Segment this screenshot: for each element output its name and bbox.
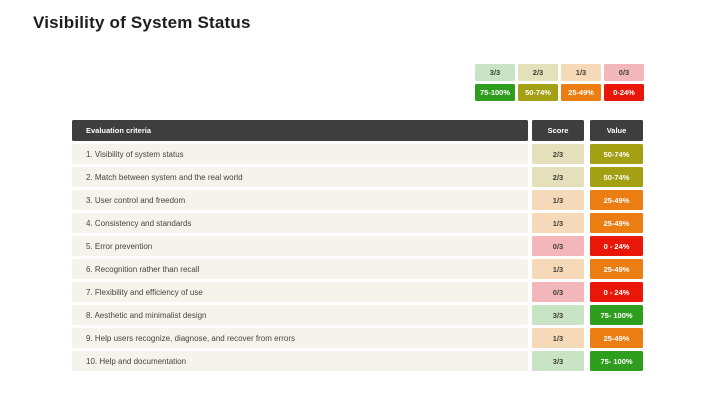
score-cell: 1/3 [532,213,584,233]
table-row: 6. Recognition rather than recall 1/3 25… [72,259,643,279]
legend: 3/3 2/3 1/3 0/3 75-100% 50-74% 25-49% 0-24% [475,64,644,101]
score-cell: 3/3 [532,351,584,371]
value-cell: 0 - 24% [590,236,643,256]
value-cell: 25-49% [590,190,643,210]
criteria-cell: 3. User control and freedom [72,190,528,210]
criteria-cell: 5. Error prevention [72,236,528,256]
score-cell: 3/3 [532,305,584,325]
legend-range-cell: 0-24% [604,84,644,101]
value-cell: 50-74% [590,144,643,164]
criteria-column-header: Evaluation criteria [72,120,528,141]
criteria-cell: 7. Flexibility and efficiency of use [72,282,528,302]
value-cell: 75- 100% [590,305,643,325]
table-row: 3. User control and freedom 1/3 25-49% [72,190,643,210]
value-column-header: Value [590,120,643,141]
value-cell: 0 - 24% [590,282,643,302]
criteria-cell: 2. Match between system and the real wor… [72,167,528,187]
legend-range-row: 75-100% 50-74% 25-49% 0-24% [475,84,644,101]
score-cell: 1/3 [532,259,584,279]
score-column-header: Score [532,120,584,141]
table-row: 9. Help users recognize, diagnose, and r… [72,328,643,348]
legend-score-cell: 1/3 [561,64,601,81]
criteria-cell: 8. Aesthetic and minimalist design [72,305,528,325]
table-row: 10. Help and documentation 3/3 75- 100% [72,351,643,371]
criteria-cell: 1. Visibility of system status [72,144,528,164]
evaluation-table: Evaluation criteria Score Value 1. Visib… [72,120,643,371]
table-row: 1. Visibility of system status 2/3 50-74… [72,144,643,164]
legend-score-cell: 3/3 [475,64,515,81]
legend-range-cell: 25-49% [561,84,601,101]
score-cell: 1/3 [532,190,584,210]
table-header-row: Evaluation criteria Score Value [72,120,643,141]
value-cell: 25-49% [590,213,643,233]
criteria-cell: 9. Help users recognize, diagnose, and r… [72,328,528,348]
value-cell: 50-74% [590,167,643,187]
legend-score-cell: 0/3 [604,64,644,81]
legend-range-cell: 50-74% [518,84,558,101]
score-cell: 0/3 [532,236,584,256]
page-title: Visibility of System Status [33,13,251,32]
table-row: 8. Aesthetic and minimalist design 3/3 7… [72,305,643,325]
score-cell: 2/3 [532,144,584,164]
criteria-cell: 10. Help and documentation [72,351,528,371]
value-cell: 75- 100% [590,351,643,371]
score-cell: 0/3 [532,282,584,302]
score-cell: 2/3 [532,167,584,187]
table-row: 2. Match between system and the real wor… [72,167,643,187]
legend-score-cell: 2/3 [518,64,558,81]
score-cell: 1/3 [532,328,584,348]
value-cell: 25-49% [590,328,643,348]
legend-score-row: 3/3 2/3 1/3 0/3 [475,64,644,81]
table-row: 5. Error prevention 0/3 0 - 24% [72,236,643,256]
legend-range-cell: 75-100% [475,84,515,101]
value-cell: 25-49% [590,259,643,279]
table-row: 7. Flexibility and efficiency of use 0/3… [72,282,643,302]
table-body: 1. Visibility of system status 2/3 50-74… [72,144,643,371]
criteria-cell: 4. Consistency and standards [72,213,528,233]
criteria-cell: 6. Recognition rather than recall [72,259,528,279]
table-row: 4. Consistency and standards 1/3 25-49% [72,213,643,233]
